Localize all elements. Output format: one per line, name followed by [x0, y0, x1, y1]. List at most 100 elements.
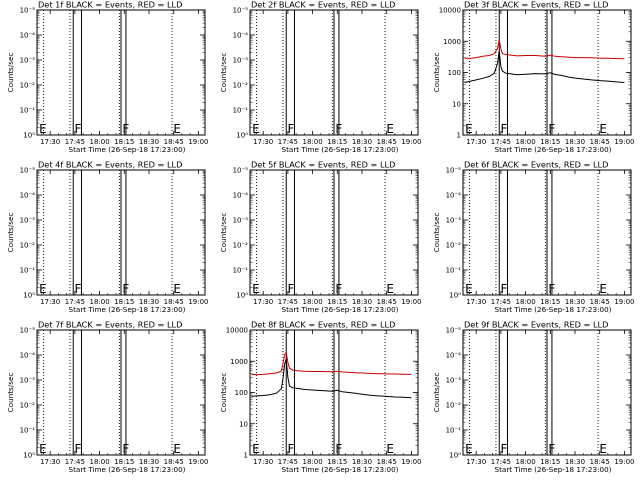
x-axis-label: Start Time (26-Sep-18 17:23:00) — [282, 305, 399, 314]
y-axis-label: Counts/sec — [6, 53, 15, 93]
panel-6: Det 6f BLACK = Events, RED = LLD E F F E 17:3… — [432, 160, 635, 315]
y-tick-label: 10⁰ — [23, 132, 35, 140]
marker-letter: E — [173, 442, 181, 456]
y-tick-label: 10⁻⁵ — [20, 7, 36, 15]
panel-2: Det 2f BLACK = Events, RED = LLD E F F E 17:3… — [219, 0, 422, 154]
y-tick-label: 10⁻⁴ — [20, 32, 36, 40]
x-tick-label: 18:00 — [302, 458, 322, 466]
y-tick-label: 10⁰ — [236, 132, 248, 140]
y-tick-label: 10⁻¹ — [20, 427, 36, 435]
x-tick-label: 18:15 — [540, 138, 560, 146]
x-tick-label: 18:15 — [327, 458, 347, 466]
y-tick-label: 1 — [457, 132, 461, 140]
x-tick-label: 17:30 — [253, 298, 273, 306]
y-tick-label: 10⁰ — [449, 452, 461, 460]
x-axis-label: Start Time (26-Sep-18 17:23:00) — [282, 145, 399, 154]
x-tick-label: 18:45 — [164, 138, 184, 146]
x-tick-label: 18:15 — [114, 458, 134, 466]
marker-letter: F — [501, 442, 508, 456]
panel-title: Det 1f BLACK = Events, RED = LLD — [38, 0, 182, 10]
y-axis-label: Counts/sec — [219, 373, 228, 413]
marker-letter: E — [39, 282, 47, 296]
x-tick-label: 18:45 — [164, 458, 184, 466]
x-tick-label: 17:30 — [40, 138, 60, 146]
marker-letter: E — [599, 282, 607, 296]
x-tick-label: 17:45 — [491, 298, 511, 306]
x-tick-label: 18:45 — [590, 458, 610, 466]
x-tick-label: 17:30 — [253, 458, 273, 466]
panel-9: Det 9f BLACK = Events, RED = LLD E F F E 17:3… — [432, 320, 635, 475]
panel-5: Det 5f BLACK = Events, RED = LLD E F F E 17:3… — [219, 160, 422, 315]
x-tick-label: 19:00 — [614, 458, 634, 466]
marker-letter: F — [75, 442, 82, 456]
x-tick-label: 19:00 — [401, 458, 421, 466]
x-tick-label: 18:00 — [515, 138, 535, 146]
x-axis-label: Start Time (26-Sep-18 17:23:00) — [69, 145, 186, 154]
x-tick-label: 17:45 — [65, 138, 85, 146]
x-tick-label: 18:00 — [89, 138, 109, 146]
y-tick-label: 10⁻³ — [20, 57, 36, 65]
y-tick-label: 10⁻¹ — [233, 107, 249, 115]
marker-letter: E — [386, 122, 394, 136]
y-axis-label: Counts/sec — [219, 213, 228, 253]
x-tick-label: 18:00 — [515, 298, 535, 306]
x-tick-label: 18:00 — [302, 138, 322, 146]
marker-letter: F — [548, 442, 555, 456]
panel-title: Det 4f BLACK = Events, RED = LLD — [38, 160, 182, 170]
y-tick-label: 10 — [239, 420, 248, 428]
marker-letter: E — [252, 122, 260, 136]
y-tick-label: 10⁰ — [23, 292, 35, 300]
y-tick-label: 10⁻⁵ — [20, 327, 36, 335]
y-tick-label: 10⁻³ — [20, 377, 36, 385]
marker-letter: E — [465, 122, 473, 136]
x-tick-label: 18:45 — [164, 298, 184, 306]
y-tick-label: 10⁻² — [20, 402, 36, 410]
x-axis-label: Start Time (26-Sep-18 17:23:00) — [69, 465, 186, 474]
y-tick-label: 10000 — [226, 327, 248, 335]
x-tick-label: 17:30 — [466, 298, 486, 306]
marker-letter: E — [173, 122, 181, 136]
y-axis-label: Counts/sec — [6, 213, 15, 253]
y-tick-label: 10⁻³ — [446, 377, 462, 385]
y-tick-label: 10⁻³ — [233, 217, 249, 225]
y-tick-label: 10⁻² — [446, 402, 462, 410]
x-tick-label: 18:00 — [302, 298, 322, 306]
y-tick-label: 10⁻⁴ — [446, 352, 462, 360]
marker-letter: F — [288, 282, 295, 296]
marker-letter: E — [386, 442, 394, 456]
x-tick-label: 19:00 — [401, 138, 421, 146]
panel-7: Det 7f BLACK = Events, RED = LLD E F F E 17:3… — [6, 320, 209, 475]
x-tick-label: 17:45 — [278, 298, 298, 306]
y-tick-label: 10⁻² — [20, 82, 36, 90]
y-tick-label: 1000 — [443, 38, 461, 46]
panel-title: Det 3f BLACK = Events, RED = LLD — [464, 0, 608, 10]
x-tick-label: 18:30 — [139, 298, 159, 306]
x-tick-label: 17:45 — [491, 458, 511, 466]
x-tick-label: 18:30 — [565, 138, 585, 146]
x-tick-label: 18:30 — [139, 458, 159, 466]
x-tick-label: 18:30 — [565, 298, 585, 306]
marker-letter: F — [548, 122, 555, 136]
panel-title: Det 8f BLACK = Events, RED = LLD — [251, 320, 395, 330]
x-tick-label: 18:00 — [89, 458, 109, 466]
x-tick-label: 17:30 — [40, 298, 60, 306]
x-tick-label: 18:15 — [327, 298, 347, 306]
x-tick-label: 18:15 — [540, 458, 560, 466]
marker-letter: F — [335, 282, 342, 296]
marker-letter: E — [39, 122, 47, 136]
x-tick-label: 17:30 — [466, 458, 486, 466]
series-lld — [251, 351, 412, 376]
series-events — [251, 358, 412, 399]
marker-letter: F — [288, 122, 295, 136]
panel-title: Det 5f BLACK = Events, RED = LLD — [251, 160, 395, 170]
x-tick-label: 18:45 — [377, 298, 397, 306]
x-tick-label: 17:45 — [278, 458, 298, 466]
x-tick-label: 19:00 — [188, 138, 208, 146]
series-events — [464, 50, 625, 83]
marker-letter: E — [39, 442, 47, 456]
y-tick-label: 100 — [448, 69, 461, 77]
panel-title: Det 9f BLACK = Events, RED = LLD — [464, 320, 608, 330]
x-tick-label: 18:30 — [565, 458, 585, 466]
y-tick-label: 10⁻⁵ — [446, 327, 462, 335]
panel-title: Det 6f BLACK = Events, RED = LLD — [464, 160, 608, 170]
